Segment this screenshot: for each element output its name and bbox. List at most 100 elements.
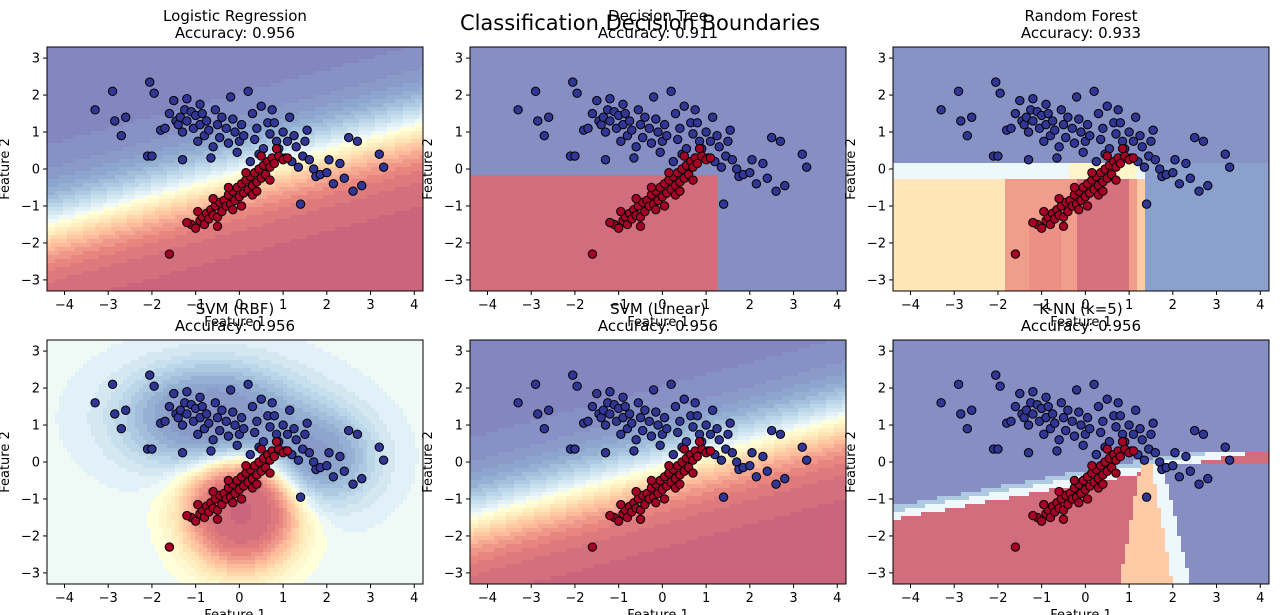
data-point-class0 (239, 131, 249, 141)
x-tick-label: −4 (478, 298, 497, 313)
data-point-class0 (631, 435, 641, 445)
x-tick-label: 3 (789, 591, 797, 606)
data-point-class0 (646, 138, 657, 148)
data-point-class0 (762, 466, 773, 476)
y-axis-label: Feature 2 (421, 431, 436, 493)
data-point-class0 (1050, 418, 1060, 428)
data-point-class0 (618, 99, 628, 110)
data-point-class1 (212, 221, 223, 232)
data-point-class0 (1189, 425, 1200, 436)
data-point-class0 (182, 387, 192, 397)
data-point-class0 (592, 95, 602, 106)
data-point-class0 (1111, 129, 1121, 139)
data-point-class0 (214, 425, 225, 436)
x-tick-label: 2 (746, 298, 754, 313)
data-point-class0 (182, 94, 192, 104)
data-point-class0 (177, 420, 188, 430)
data-point-class0 (620, 401, 630, 412)
data-point-class1 (208, 193, 218, 204)
data-point-class0 (195, 392, 205, 403)
data-point-class0 (1082, 119, 1093, 130)
data-point-class0 (1194, 479, 1204, 489)
data-point-class1 (1098, 479, 1108, 489)
data-point-class0 (204, 125, 214, 135)
data-point-class0 (718, 199, 729, 209)
data-point-class0 (758, 451, 768, 462)
y-tick-label: −1 (21, 492, 40, 507)
data-point-class0 (110, 409, 120, 419)
data-point-class1 (182, 510, 192, 521)
data-point-class0 (1010, 401, 1021, 412)
y-axis-label: Feature 2 (844, 138, 859, 200)
data-point-class0 (605, 409, 615, 419)
data-point-class0 (653, 420, 663, 430)
subplot-title: Random Forest (1025, 7, 1138, 25)
data-point-class0 (149, 381, 159, 391)
data-point-class1 (1039, 206, 1049, 217)
data-point-class1 (1069, 182, 1080, 193)
data-point-class1 (241, 167, 251, 178)
decision-region (47, 47, 423, 291)
data-point-class0 (953, 86, 964, 97)
data-point-class0 (583, 416, 593, 427)
y-tick-label: 2 (878, 89, 886, 104)
data-point-class0 (210, 105, 221, 115)
data-point-class0 (1098, 416, 1108, 427)
data-point-class1 (193, 499, 203, 510)
data-point-class0 (1069, 431, 1080, 441)
subplot-knn: −4 −3 −2 −1 0 1 2 3 4 −3 −2 −1 0 1 2 3 Feature 1 Feature … (844, 300, 1270, 615)
data-point-class0 (328, 179, 339, 189)
data-point-class1 (190, 516, 201, 526)
x-tick-label: 0 (235, 591, 243, 606)
data-point-class1 (692, 451, 703, 462)
data-point-class0 (637, 132, 648, 143)
data-point-class0 (762, 173, 773, 183)
data-point-class0 (269, 411, 280, 421)
y-tick-label: −2 (21, 529, 40, 544)
y-tick-label: 0 (32, 456, 40, 471)
data-point-class0 (1050, 125, 1060, 135)
data-point-class0 (223, 431, 234, 441)
data-point-class0 (690, 398, 700, 408)
data-point-class0 (1023, 420, 1034, 430)
data-point-class1 (1128, 446, 1139, 456)
data-point-class1 (694, 143, 705, 154)
data-point-class0 (655, 147, 665, 158)
x-tick-label: 4 (833, 298, 841, 313)
data-point-class0 (225, 385, 236, 395)
data-point-class0 (120, 405, 131, 415)
x-tick-label: −3 (522, 298, 541, 313)
data-point-class0 (339, 466, 350, 476)
y-axis-label: Feature 2 (0, 138, 13, 200)
data-point-class0 (716, 455, 727, 465)
data-point-class1 (1115, 158, 1126, 169)
data-point-class0 (727, 448, 738, 458)
x-tick-label: 1 (279, 298, 287, 313)
data-point-class0 (570, 444, 580, 454)
data-point-class1 (1010, 542, 1021, 552)
data-point-class0 (120, 112, 131, 122)
data-point-class1 (605, 217, 615, 228)
data-point-class0 (1224, 162, 1235, 172)
data-point-class0 (1043, 108, 1053, 119)
data-point-class1 (236, 201, 247, 211)
data-point-class0 (966, 405, 977, 415)
data-point-class1 (182, 217, 192, 228)
y-tick-label: 3 (32, 345, 40, 360)
data-point-class0 (374, 442, 384, 452)
data-point-class1 (1082, 201, 1093, 211)
data-point-class0 (1028, 116, 1038, 126)
subplot-accuracy: Accuracy: 0.956 (175, 24, 295, 42)
data-point-class1 (613, 223, 624, 233)
data-point-class0 (701, 420, 711, 430)
data-point-class0 (1130, 405, 1141, 415)
data-point-class0 (348, 186, 358, 196)
y-tick-label: 2 (455, 382, 463, 397)
data-point-class0 (1041, 99, 1051, 110)
data-point-class1 (208, 486, 218, 497)
data-point-class0 (1141, 492, 1152, 502)
data-point-class1 (587, 249, 598, 259)
data-point-class1 (664, 167, 674, 178)
x-tick-label: 2 (1169, 591, 1177, 606)
data-point-class0 (1181, 158, 1191, 169)
